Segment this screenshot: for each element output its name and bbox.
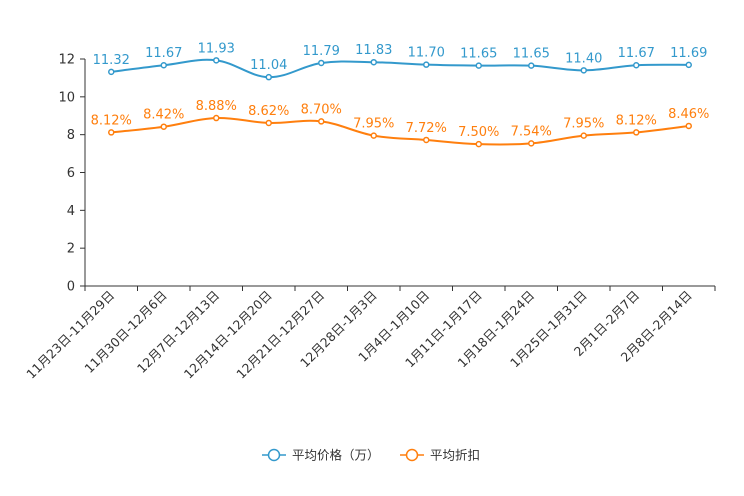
- data-label: 8.42%: [143, 108, 184, 123]
- data-point[interactable]: [633, 129, 640, 136]
- data-point[interactable]: [475, 62, 482, 69]
- data-point[interactable]: [108, 129, 115, 136]
- legend-item-1[interactable]: 平均折扣: [400, 448, 480, 463]
- data-point[interactable]: [580, 132, 587, 139]
- data-label: 8.46%: [668, 107, 709, 122]
- data-label: 11.67: [145, 46, 182, 61]
- y-tick-label: 4: [67, 204, 75, 219]
- data-label: 7.72%: [406, 121, 447, 136]
- data-label: 11.04: [250, 58, 287, 73]
- data-point[interactable]: [685, 122, 692, 130]
- data-point[interactable]: [633, 61, 640, 69]
- data-label: 11.69: [670, 46, 707, 61]
- legend-item-0[interactable]: 平均价格（万）: [262, 448, 380, 463]
- data-label: 11.65: [460, 47, 497, 62]
- data-label: 11.70: [408, 46, 445, 61]
- data-label: 8.70%: [301, 102, 342, 117]
- y-axis-ticks: 0 2 4 6 8 10 12: [58, 53, 85, 295]
- data-label: 11.40: [565, 51, 602, 66]
- data-point[interactable]: [265, 73, 272, 81]
- x-tick-label: 11月23日-11月29日: [23, 288, 117, 382]
- y-tick-label: 0: [67, 280, 75, 295]
- data-labels: 11.32 11.67 11.93 11.04 11.79 11.83 11.70 11.65…: [91, 41, 710, 140]
- data-label: 11.83: [355, 43, 392, 58]
- x-tick-label: 12月21日-12月27日: [233, 288, 327, 382]
- data-point[interactable]: [318, 118, 325, 125]
- data-point[interactable]: [318, 59, 325, 67]
- data-point[interactable]: [213, 57, 220, 64]
- data-label: 7.95%: [353, 117, 394, 132]
- x-tick-label: 12月14日-12月20日: [181, 288, 275, 382]
- data-point[interactable]: [160, 123, 167, 130]
- data-point[interactable]: [108, 68, 115, 76]
- legend-label: 平均价格（万）: [292, 448, 380, 463]
- series-line-1: [111, 117, 689, 146]
- data-point[interactable]: [580, 67, 587, 74]
- series-line-0: [111, 58, 689, 79]
- data-label: 8.12%: [616, 113, 657, 128]
- y-tick-label: 12: [58, 53, 75, 68]
- data-point[interactable]: [370, 132, 377, 139]
- data-label: 8.62%: [248, 104, 289, 119]
- data-label: 11.32: [93, 53, 130, 68]
- data-point[interactable]: [528, 62, 535, 69]
- y-tick-label: 10: [58, 90, 75, 105]
- data-point[interactable]: [213, 114, 220, 122]
- data-label: 8.88%: [196, 99, 237, 114]
- data-label: 7.50%: [458, 125, 499, 140]
- data-point[interactable]: [265, 119, 272, 127]
- data-label: 11.79: [303, 44, 340, 59]
- data-point[interactable]: [160, 61, 167, 69]
- data-label: 7.54%: [511, 124, 552, 139]
- y-tick-label: 8: [67, 128, 75, 143]
- data-point[interactable]: [370, 58, 377, 66]
- data-label: 8.12%: [91, 113, 132, 128]
- x-axis-ticks: 11月23日-11月29日11月30日-12月6日12月7日-12月13日12月…: [23, 286, 716, 382]
- y-tick-label: 2: [67, 242, 75, 257]
- data-label: 11.67: [618, 46, 655, 61]
- data-point[interactable]: [423, 61, 430, 68]
- data-label: 7.95%: [563, 117, 604, 132]
- series-lines: [108, 57, 692, 148]
- data-point[interactable]: [528, 140, 535, 147]
- data-point[interactable]: [685, 61, 692, 69]
- y-tick-label: 6: [67, 166, 75, 181]
- axes: 0 2 4 6 8 10 12 11月23日-11月29日11月30日-12月6日12月7日…: [23, 53, 716, 382]
- data-point[interactable]: [423, 136, 430, 144]
- legend: 平均价格（万） 平均折扣: [262, 448, 480, 463]
- legend-marker-icon: [405, 448, 419, 462]
- legend-marker-icon: [267, 448, 281, 462]
- legend-label: 平均折扣: [430, 448, 480, 463]
- data-point[interactable]: [475, 140, 482, 148]
- data-label: 11.65: [513, 47, 550, 62]
- data-label: 11.93: [198, 41, 235, 56]
